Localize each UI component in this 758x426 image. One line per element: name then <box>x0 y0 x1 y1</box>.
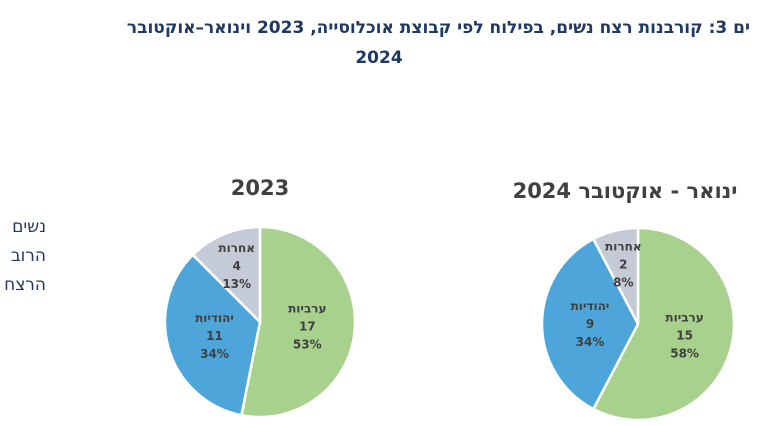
chart-2024-slice-other <box>591 226 640 325</box>
chart-2024-other-value: 2 <box>619 257 627 271</box>
chart-2024-arab-label: ערביות <box>665 311 703 325</box>
chart-2023-jewish-label: יהודיות <box>195 311 234 325</box>
chart-2024-arab-percent: 58% <box>670 347 699 361</box>
chart-2023-other-percent: 13% <box>222 277 251 291</box>
chart-2023-slice-other <box>191 225 262 326</box>
chart-2023-jewish-percent: 34% <box>200 347 229 361</box>
chart-2023-arab-label: ערביות <box>288 302 326 316</box>
chart-title-2023: 2023 <box>230 176 290 200</box>
chart-2023-other-value: 4 <box>233 259 241 273</box>
side-text-line3: הרצח <box>4 275 46 295</box>
side-text-line2: הרוב <box>10 246 46 266</box>
chart-2024-other-label: אחרות <box>605 239 642 253</box>
chart-2023-slice-jewish <box>163 253 262 417</box>
chart-2024-slice-jewish <box>540 237 640 411</box>
chart-2023-slice-arab <box>239 225 357 419</box>
chart-2024-jewish-value: 9 <box>586 317 594 331</box>
chart-2024-arab-value: 15 <box>676 329 693 343</box>
chart-2023-arab-value: 17 <box>299 320 316 334</box>
chart-2024-jewish-label: יהודיות <box>571 299 610 313</box>
chart-2023-arab-percent: 53% <box>293 338 322 352</box>
chart-2024-slice-arab <box>591 226 736 422</box>
chart-2023-jewish-value: 11 <box>206 329 223 343</box>
figure-title-line1: ים 3: קורבנות רצח נשים, בפילוח לפי קבוצת… <box>126 18 750 38</box>
chart-title-2024: ינואר - אוקטובר 2024 <box>512 179 738 203</box>
figure-title-line2: 2024 <box>355 48 403 68</box>
side-text-line1: נשים <box>12 217 46 237</box>
chart-2024-jewish-percent: 34% <box>576 335 605 349</box>
chart-2024-other-percent: 8% <box>613 275 633 289</box>
chart-2023-other-label: אחרות <box>218 241 255 255</box>
